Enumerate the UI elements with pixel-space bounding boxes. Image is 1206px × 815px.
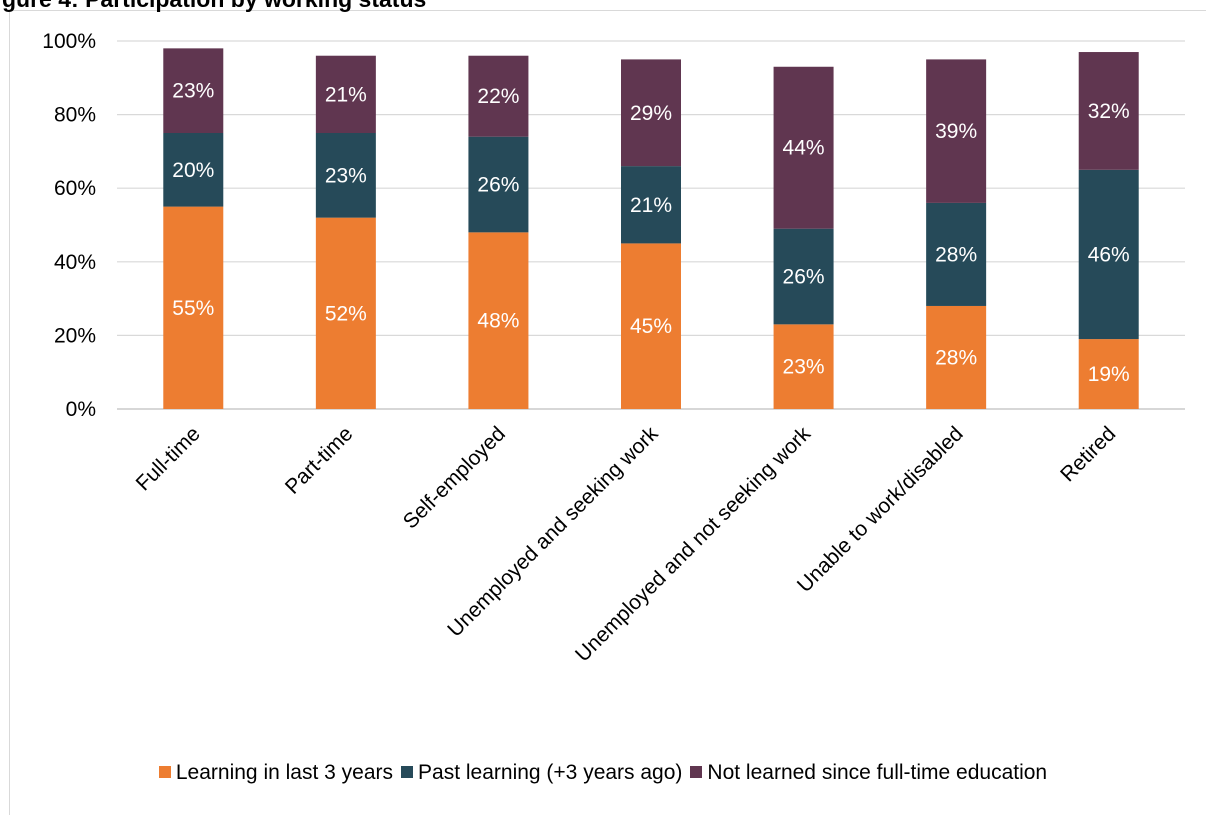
bar-segment <box>315 217 376 409</box>
data-label: 44% <box>783 137 825 160</box>
bar-segment <box>773 66 834 229</box>
data-label: 28% <box>935 243 977 266</box>
x-tick-label: Part-time <box>281 422 358 499</box>
data-label: 20% <box>172 159 214 182</box>
bar-segment <box>926 305 987 409</box>
y-tick-label: 80% <box>54 104 96 127</box>
bars: 55% 20% 23% 52% 23% 21% 48% 26% 22% 45% 21% 29% 23% 2… <box>163 48 1139 409</box>
bar-segment <box>926 59 987 203</box>
data-label: 32% <box>1088 100 1130 123</box>
bar-segment <box>468 136 529 233</box>
y-tick-label: 0% <box>66 398 96 421</box>
bar-segment <box>926 202 987 306</box>
data-label: 21% <box>325 83 367 106</box>
legend-label: Not learned since full-time education <box>707 761 1048 784</box>
bar-segment <box>468 232 529 409</box>
x-tick-label: Unemployed and not seeking work <box>571 422 815 666</box>
data-label: 29% <box>630 102 672 125</box>
x-tick-label: Retired <box>1056 422 1120 486</box>
legend-item: Not learned since full-time education <box>690 761 1047 785</box>
data-label: 52% <box>325 302 367 325</box>
data-label: 46% <box>1088 243 1130 266</box>
data-label: 23% <box>325 164 367 187</box>
x-axis: Full-time Part-time Self-employed Unemploye… <box>132 422 1121 666</box>
bar-segment <box>163 133 224 207</box>
y-axis: 0% 20% 40% 60% 80% 100% <box>42 30 96 421</box>
bar-segment <box>773 324 834 409</box>
data-label: 45% <box>630 315 672 338</box>
data-label: 26% <box>783 266 825 289</box>
y-tick-label: 20% <box>54 324 96 347</box>
bar-segment <box>163 48 224 133</box>
y-tick-label: 40% <box>54 251 96 274</box>
bar-segment <box>621 59 681 167</box>
x-tick-label: Full-time <box>132 422 205 495</box>
legend-label: Past learning (+3 years ago) <box>418 761 683 784</box>
bar-segment <box>1078 169 1139 340</box>
y-tick-label: 100% <box>42 30 96 53</box>
legend-item: Learning in last 3 years <box>158 761 394 785</box>
bar-segment <box>1078 52 1139 170</box>
chart-frame <box>9 10 1206 815</box>
x-tick-label: Self-employed <box>399 422 510 533</box>
legend-swatch <box>690 766 703 778</box>
bar-segment <box>315 55 376 133</box>
data-label: 22% <box>477 85 519 108</box>
data-label: 19% <box>1088 363 1130 386</box>
bar-segment <box>773 228 834 325</box>
chart-title: gure 4: Participation by working status <box>2 0 1202 13</box>
data-label: 55% <box>172 297 214 320</box>
data-label: 21% <box>630 194 672 217</box>
bar-segment <box>621 243 681 409</box>
y-tick-label: 60% <box>54 177 96 200</box>
legend: Learning in last 3 years Past learning (+… <box>0 761 1206 785</box>
data-label: 48% <box>477 310 519 333</box>
legend-item: Past learning (+3 years ago) <box>401 761 682 785</box>
data-label: 23% <box>783 356 825 379</box>
bar-segment <box>1078 339 1139 409</box>
data-label: 26% <box>477 174 519 197</box>
bar-segment <box>315 133 376 218</box>
bar-segment <box>163 206 224 409</box>
x-tick-label: Unable to work/disabled <box>793 422 968 597</box>
data-label: 39% <box>935 120 977 143</box>
bar-segment <box>468 55 529 137</box>
data-label: 23% <box>172 80 214 103</box>
data-label: 28% <box>935 346 977 369</box>
legend-label: Learning in last 3 years <box>175 761 394 784</box>
legend-swatch <box>158 766 171 778</box>
legend-swatch <box>401 766 414 778</box>
bar-segment <box>621 166 681 244</box>
